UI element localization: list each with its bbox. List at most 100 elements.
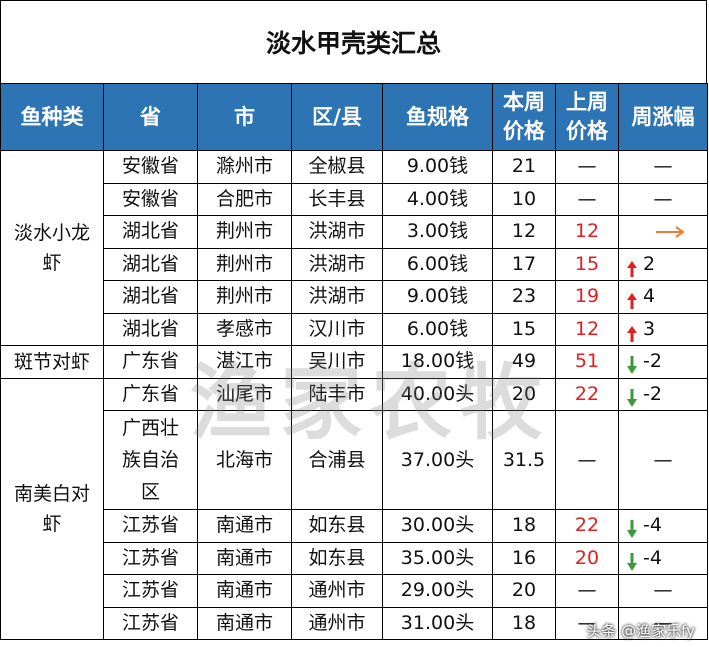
group-label-whiteleg-shrimp: 南美白对虾 — [0, 377, 104, 640]
col-header-this-week: 本周 价格 — [492, 83, 556, 151]
cell-change: -4 — [618, 541, 708, 575]
cell-province: 广东省 — [103, 377, 198, 411]
col-header-city: 市 — [197, 83, 292, 151]
cell-district: 陆丰市 — [291, 377, 383, 411]
cell-change: 2 — [618, 247, 708, 281]
cell-price: 49 — [492, 345, 556, 379]
province-line1: 广西壮 — [121, 417, 179, 439]
arrow-right-icon — [656, 226, 685, 238]
group-label-line2: 虾 — [42, 512, 62, 535]
cell-city: 荆州市 — [197, 280, 292, 314]
cell-province: 江苏省 — [103, 509, 198, 543]
cell-province: 江苏省 — [103, 541, 198, 575]
arrow-down-icon — [627, 552, 637, 571]
col-header-spec: 鱼规格 — [382, 83, 493, 151]
cell-spec: 30.00头 — [382, 509, 493, 543]
arrow-up-icon — [627, 260, 637, 277]
arrow-down-icon — [627, 388, 637, 407]
cell-price: 23 — [492, 280, 556, 314]
table-row: 江苏省 南通市 通州市 29.00头 20 — — — [1, 574, 708, 608]
cell-city: 南通市 — [197, 574, 292, 608]
cell-province: 安徽省 — [103, 182, 198, 216]
cell-district: 通州市 — [291, 606, 383, 640]
cell-district: 吴川市 — [291, 345, 383, 379]
cell-province: 广西壮 族自治区 — [103, 410, 198, 510]
cell-spec: 6.00钱 — [382, 247, 493, 281]
cell-change — [618, 215, 708, 249]
change-value: -2 — [643, 382, 662, 405]
sheet-title: 淡水甲壳类汇总 — [0, 0, 707, 83]
cell-province: 湖北省 — [103, 247, 198, 281]
cell-price: 20 — [492, 574, 556, 608]
cell-price: 17 — [492, 247, 556, 281]
cell-city: 湛江市 — [197, 345, 292, 379]
cell-last-price: 20 — [555, 541, 619, 575]
cell-district: 汉川市 — [291, 312, 383, 346]
cell-change: — — [618, 606, 708, 640]
cell-last-price: 51 — [555, 345, 619, 379]
change-value: -4 — [643, 546, 662, 569]
cell-price: 16 — [492, 541, 556, 575]
col-header-last-week-line1: 上周 — [566, 90, 608, 114]
table-row: 湖北省 荆州市 洪湖市 3.00钱 12 12 — [1, 215, 708, 249]
cell-price: 10 — [492, 182, 556, 216]
cell-spec: 37.00头 — [382, 410, 493, 510]
cell-city: 荆州市 — [197, 247, 292, 281]
source-signature: 头条 @渔家乐fy — [586, 622, 695, 640]
cell-price: 15 — [492, 312, 556, 346]
cell-change: — — [618, 150, 708, 184]
cell-city: 南通市 — [197, 541, 292, 575]
col-header-change: 周涨幅 — [618, 83, 708, 151]
group-label-tiger-prawn: 斑节对虾 — [0, 345, 104, 379]
cell-last-price: — — [555, 182, 619, 216]
group-label-line1: 南美白对 — [13, 482, 90, 505]
col-header-province: 省 — [103, 83, 198, 151]
price-table: 鱼种类 省 市 区/县 鱼规格 本周 价格 上周 价格 周涨幅 淡水小龙虾 安徽省 … — [0, 83, 708, 640]
cell-last-price: 12 — [555, 215, 619, 249]
group-label-crayfish: 淡水小龙虾 — [0, 150, 104, 346]
col-header-district: 区/县 — [291, 83, 383, 151]
cell-province: 江苏省 — [103, 606, 198, 640]
cell-city: 滁州市 — [197, 150, 292, 184]
arrow-down-icon — [627, 356, 637, 374]
change-value: -4 — [643, 514, 662, 537]
cell-change: — — [618, 410, 708, 510]
cell-change: 3 — [618, 312, 708, 346]
cell-last-price: 19 — [555, 280, 619, 314]
cell-change: -2 — [618, 345, 708, 379]
cell-change: -4 — [618, 509, 708, 543]
cell-spec: 35.00头 — [382, 541, 493, 575]
cell-price: 12 — [492, 215, 556, 249]
cell-spec: 40.00头 — [382, 377, 493, 411]
cell-price: 18 — [492, 509, 556, 543]
table-row: 湖北省 孝感市 汉川市 6.00钱 15 12 3 — [1, 312, 708, 346]
cell-district: 如东县 — [291, 509, 383, 543]
cell-change: — — [618, 182, 708, 216]
cell-price: 21 — [492, 150, 556, 184]
change-value: 4 — [643, 285, 656, 308]
cell-spec: 29.00头 — [382, 574, 493, 608]
group-label-line1: 淡水小龙 — [13, 222, 90, 244]
table-row: 湖北省 荆州市 洪湖市 9.00钱 23 19 4 — [1, 280, 708, 314]
cell-price: 18 — [492, 606, 556, 640]
cell-city: 合肥市 — [197, 182, 292, 216]
cell-last-price: 22 — [555, 377, 619, 411]
table-row: 江苏省 南通市 如东县 35.00头 16 20 -4 — [1, 541, 708, 575]
cell-city: 荆州市 — [197, 215, 292, 249]
province-line3: 区 — [140, 481, 160, 503]
col-header-last-week: 上周 价格 — [555, 83, 619, 151]
arrow-down-icon — [627, 520, 637, 538]
cell-province: 安徽省 — [103, 150, 198, 184]
table-row: 安徽省 合肥市 长丰县 4.00钱 10 — — — [1, 182, 708, 216]
cell-district: 洪湖市 — [291, 247, 383, 281]
col-header-last-week-line2: 价格 — [566, 119, 608, 143]
table-row: 斑节对虾 广东省 湛江市 吴川市 18.00钱 49 51 -2 — [0, 345, 708, 379]
cell-province: 广东省 — [103, 345, 198, 379]
cell-last-price: 15 — [555, 247, 619, 281]
table-row: 江苏省 南通市 通州市 31.00头 18 — — — [1, 606, 708, 640]
cell-district: 如东县 — [291, 541, 383, 575]
col-header-species: 鱼种类 — [0, 83, 104, 151]
cell-spec: 6.00钱 — [382, 312, 493, 346]
cell-change: 4 — [618, 280, 708, 314]
